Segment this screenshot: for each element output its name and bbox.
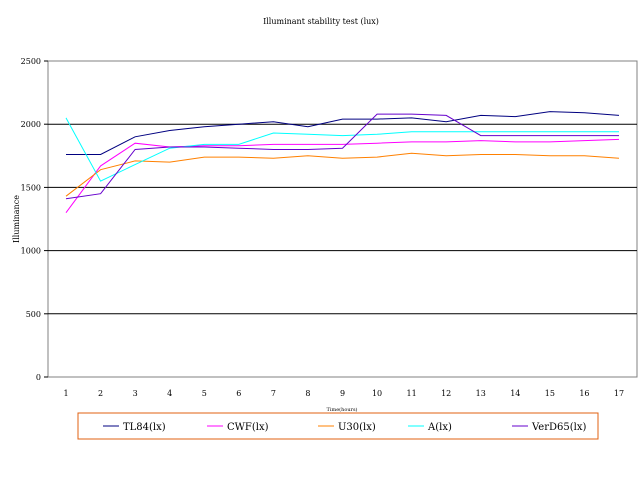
x-tick-labels: 1 2 3 4 5 6 7 8 9 10 11 12 13 14 15 16 17 — [63, 389, 624, 398]
series-line-0 — [66, 111, 620, 155]
chart-title: Illuminant stability test (lux) — [263, 17, 379, 26]
x-tick-label: 7 — [271, 389, 276, 398]
x-tick-label: 2 — [98, 389, 103, 398]
legend-label-2: U30(lx) — [338, 422, 376, 433]
x-tick-label: 10 — [372, 389, 382, 398]
y-tick-label: 2500 — [21, 57, 41, 66]
series-line-2 — [65, 152, 620, 197]
legend-label-0: TL84(lx) — [123, 422, 166, 433]
y-axis-label: Illuminance — [12, 195, 21, 243]
series-line-1 — [65, 138, 620, 213]
x-tick-label: 5 — [202, 389, 207, 398]
x-tick-label: 3 — [133, 389, 138, 398]
series-line-3 — [65, 117, 619, 182]
x-tick-label: 15 — [545, 389, 555, 398]
y-tick-label: 1500 — [21, 183, 41, 192]
series-lines — [65, 111, 620, 213]
legend-box — [77, 412, 599, 440]
x-axis-label: Time(hours) — [327, 406, 358, 413]
legend-label-3: A(lx) — [427, 422, 452, 433]
x-tick-label: 12 — [441, 389, 451, 398]
plot-area — [47, 60, 638, 378]
legend: TL84(lx) CWF(lx) U30(lx) A(lx) VerD65(lx) — [103, 422, 586, 433]
legend-label-4: VerD65(lx) — [531, 422, 586, 433]
x-tick-label: 9 — [340, 389, 345, 398]
x-tick-label: 17 — [614, 389, 624, 398]
x-tick-label: 14 — [510, 389, 520, 398]
x-tick-label: 6 — [236, 389, 241, 398]
x-tick-label: 8 — [305, 389, 310, 398]
y-tick-labels: 0 500 1000 1500 2000 2500 — [21, 57, 48, 382]
y-tick-label: 2000 — [21, 120, 41, 129]
y-tick-label: 0 — [36, 373, 41, 382]
legend-label-1: CWF(lx) — [227, 422, 269, 433]
y-tick-label: 500 — [26, 310, 41, 319]
x-tick-label: 4 — [167, 389, 172, 398]
x-tick-label: 11 — [407, 389, 417, 398]
x-tick-label: 16 — [579, 389, 589, 398]
y-tick-label: 1000 — [21, 247, 41, 256]
gridlines — [48, 123, 637, 315]
x-tick-label: 13 — [476, 389, 486, 398]
series-line-4 — [65, 113, 619, 200]
x-tick-label: 1 — [63, 389, 68, 398]
